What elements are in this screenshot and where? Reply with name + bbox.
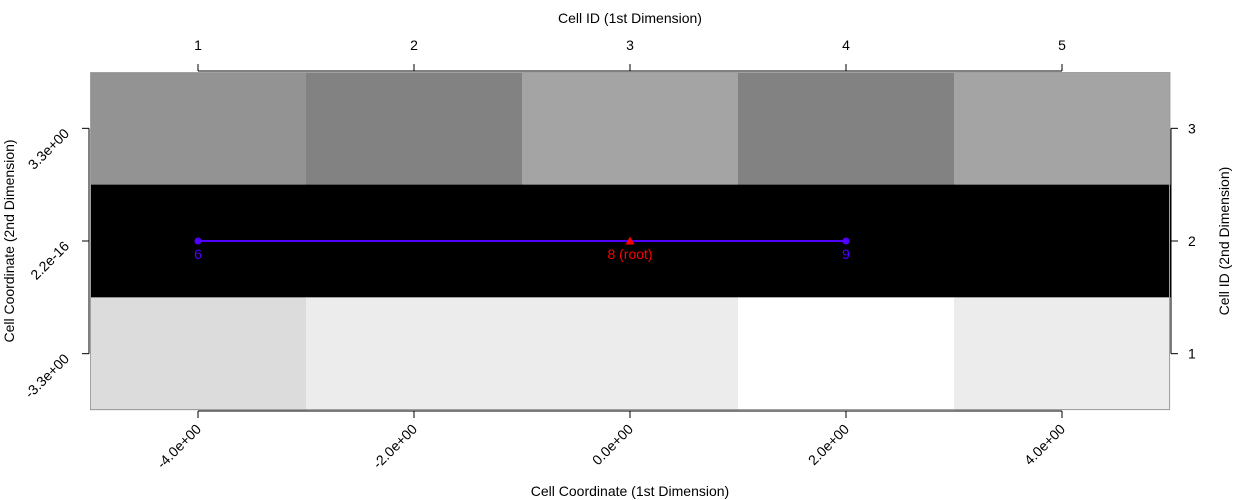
- left-axis-label: Cell Coordinate (2nd Dimension): [1, 139, 17, 342]
- right-axis-label: Cell ID (2nd Dimension): [1216, 167, 1232, 316]
- plot-frame: [90, 72, 1170, 410]
- left-tick-label: 2.2e-16: [27, 238, 72, 283]
- bottom-tick-label: -4.0e+00: [153, 421, 204, 472]
- heatmap-cell: [522, 72, 739, 186]
- path-node-label: 6: [194, 246, 202, 262]
- bottom-tick-label: 2.0e+00: [805, 421, 853, 469]
- top-tick-label: 1: [194, 37, 202, 53]
- left-tick-label: -3.3e+00: [21, 350, 72, 401]
- bottom-axis: -4.0e+00 -2.0e+00 0.0e+00 2.0e+00 4.0e+00: [153, 410, 1069, 472]
- heatmap-cell: [90, 72, 307, 186]
- left-tick-label: 3.3e+00: [25, 125, 73, 173]
- right-tick-label: 3: [1188, 120, 1196, 136]
- top-axis-label: Cell ID (1st Dimension): [558, 10, 702, 26]
- bottom-axis-label: Cell Coordinate (1st Dimension): [531, 483, 729, 499]
- top-tick-label: 5: [1058, 37, 1066, 53]
- right-tick-label: 1: [1188, 346, 1196, 362]
- bottom-tick-label: -2.0e+00: [369, 421, 420, 472]
- heatmap-cell: [954, 72, 1171, 186]
- path-node-label: 9: [842, 246, 850, 262]
- root-node-label: 8 (root): [607, 246, 652, 262]
- top-tick-label: 2: [410, 37, 418, 53]
- heatmap-cell: [738, 297, 955, 411]
- heatmap-cell: [954, 297, 1171, 411]
- heatmap-cell: [306, 72, 523, 186]
- left-axis: 3.3e+00 2.2e-16 -3.3e+00: [21, 125, 90, 401]
- root-node-marker: [625, 236, 635, 245]
- heatmap-cell: [522, 297, 739, 411]
- path-layer: 6 8 (root) 9: [194, 236, 850, 262]
- path-node-marker: [194, 237, 202, 245]
- bottom-tick-label: 4.0e+00: [1021, 421, 1069, 469]
- heatmap-cell: [90, 297, 307, 411]
- bottom-tick-label: 0.0e+00: [589, 421, 637, 469]
- heatmap-cell: [738, 72, 955, 186]
- heatmap-cell: [954, 184, 1171, 298]
- right-axis: 3 2 1: [1170, 120, 1196, 362]
- right-tick-label: 2: [1188, 233, 1196, 249]
- path-node-marker: [842, 237, 850, 245]
- top-axis: 1 2 3 4 5: [194, 37, 1066, 72]
- top-tick-label: 4: [842, 37, 850, 53]
- top-tick-label: 3: [626, 37, 634, 53]
- heatmap-cell: [306, 297, 523, 411]
